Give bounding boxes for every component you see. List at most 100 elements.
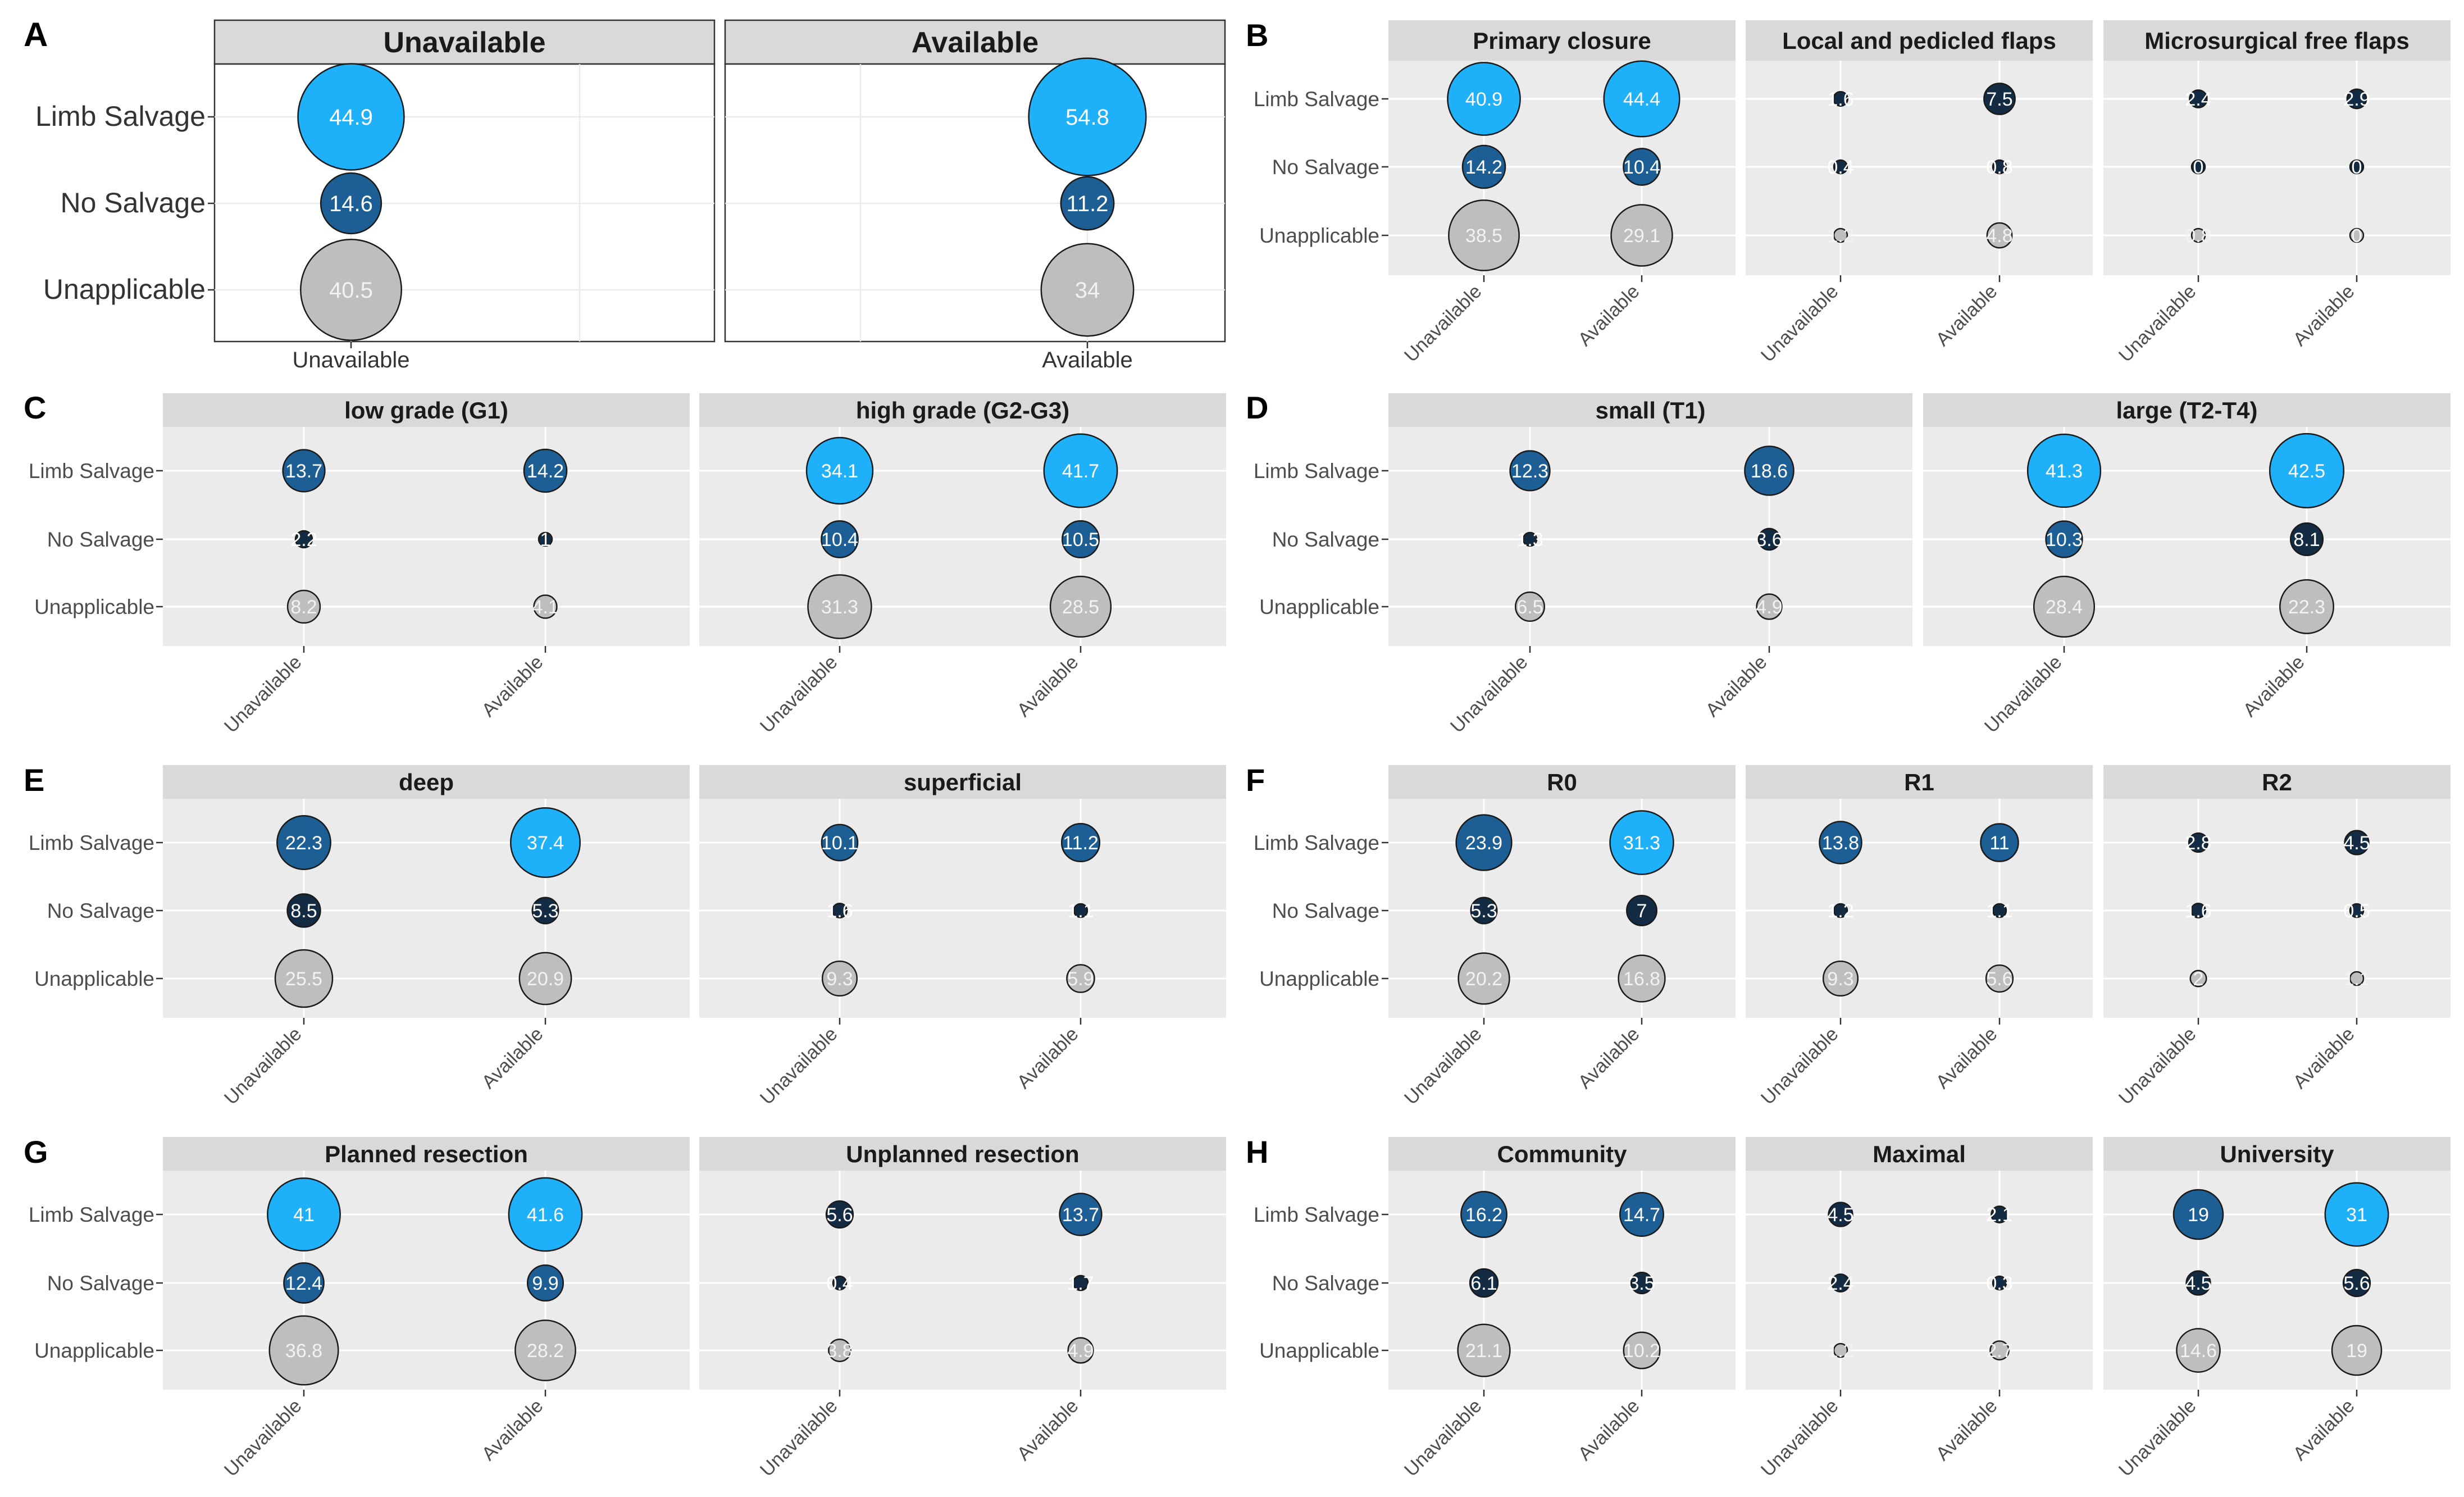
bubble-mark xyxy=(1522,531,1538,547)
y-tick-label: No Salvage xyxy=(1272,899,1379,922)
bubble: 21.1 xyxy=(1457,1323,1511,1377)
bubble: 5.6 xyxy=(2342,1268,2371,1298)
bubble-mark xyxy=(2190,159,2206,175)
bubble-label: 19 xyxy=(2346,1340,2367,1362)
bubble: 14.6 xyxy=(320,172,382,235)
bubble-mark xyxy=(282,449,326,493)
x-tick-label: Available xyxy=(1932,1023,2002,1093)
bubble-label: 28.4 xyxy=(2046,597,2083,618)
facet-title: large (T2-T4) xyxy=(2116,397,2257,424)
bubble-mark xyxy=(538,531,553,547)
y-tick-label: Limb Salvage xyxy=(1254,1203,1379,1226)
bubble-mark xyxy=(514,1319,576,1381)
bubble-mark xyxy=(1833,227,1848,243)
bubble: 31 xyxy=(2324,1182,2389,1247)
bubble-label: 34.1 xyxy=(821,461,858,482)
bubble-mark xyxy=(1028,57,1147,176)
bubble-mark xyxy=(1049,575,1112,638)
bubble-label: 4.8 xyxy=(1986,225,2012,247)
x-tick-label: Available xyxy=(2289,1023,2359,1093)
bubble-mark xyxy=(2045,520,2083,558)
bubble-label: 4.9 xyxy=(1067,1340,1094,1362)
bubble-label: 3.5 xyxy=(1628,1273,1655,1294)
y-tick-label: No Salvage xyxy=(47,528,154,551)
bubble: 1.6 xyxy=(826,900,853,922)
bubble: 8.2 xyxy=(286,589,321,624)
bubble-mark xyxy=(2190,227,2206,243)
bubble-label: 4.5 xyxy=(2343,832,2370,854)
bubble-label: 4.9 xyxy=(1756,597,1782,618)
bubble-mark xyxy=(1744,445,1795,496)
bubble-mark xyxy=(1610,204,1673,267)
bubble: 41.7 xyxy=(1043,433,1118,508)
bubble-label: 1.2 xyxy=(1827,225,1853,247)
bubble-mark xyxy=(1980,823,2019,862)
bubble-label: 18.6 xyxy=(1751,461,1788,482)
facet-strip xyxy=(1388,20,1736,61)
bubble-mark xyxy=(2026,433,2102,508)
bubble-label: 6.1 xyxy=(1470,1273,1497,1294)
bubble: 0.8 xyxy=(1986,157,2012,178)
bubble: 2.1 xyxy=(1986,1204,2012,1226)
bubble: 11.2 xyxy=(1060,822,1101,863)
bubble-label: 10.3 xyxy=(2046,529,2083,550)
bubble: 4.9 xyxy=(1756,593,1783,620)
bubble: 1.6 xyxy=(1827,89,1853,110)
bubble-mark xyxy=(286,589,321,624)
plot-h: H Community 16.2 14.7 6.1 3.5 21.1 10.2 Unavaila… xyxy=(1246,1134,2451,1481)
bubble-label: 40.5 xyxy=(329,278,373,303)
bubble-mark xyxy=(821,823,859,862)
bubble-label: 12.4 xyxy=(285,1273,322,1294)
bubble-label: 4.1 xyxy=(532,597,558,618)
bubble-label: 5.3 xyxy=(532,900,558,922)
x-tick-label: Unavailable xyxy=(1757,1395,1843,1481)
x-tick-label: Available xyxy=(1702,652,1771,721)
panel-background xyxy=(163,427,690,646)
bubble: 4.5 xyxy=(2343,830,2370,856)
bubble-label: 14.2 xyxy=(527,461,564,482)
bubble-label: 34 xyxy=(1075,278,1100,303)
bubble-label: 40.9 xyxy=(1465,89,1502,110)
y-tick-label: Unapplicable xyxy=(1259,595,1379,618)
bubble-mark xyxy=(1067,1337,1094,1364)
facet-title: deep xyxy=(399,769,454,795)
bubble: 0.3 xyxy=(1986,1273,2012,1294)
bubble-label: 1.3 xyxy=(1516,529,1543,550)
bubble-mark xyxy=(274,949,334,1008)
bubble: 34.1 xyxy=(805,436,874,505)
facet-strip xyxy=(2103,1137,2451,1171)
bubble-label: 1.2 xyxy=(1827,900,1853,922)
x-tick-label: Available xyxy=(1574,1023,1644,1093)
bubble: 3.6 xyxy=(1756,527,1783,551)
bubble-mark xyxy=(1985,964,2014,993)
plot-a: A Unavailable 44.9 14.6 40.5 Unavailable Avail… xyxy=(24,16,1226,372)
facet-strip xyxy=(1388,765,1736,799)
x-tick-label: Available xyxy=(478,1023,548,1093)
bubble-label: 5.6 xyxy=(1986,968,2012,990)
bubble: 0 xyxy=(2349,157,2365,178)
bubble-label: 28.5 xyxy=(1062,597,1099,618)
y-tick-label: Unapplicable xyxy=(43,274,206,305)
y-tick-label: No Salvage xyxy=(1272,528,1379,551)
bubble-mark xyxy=(1515,591,1546,622)
bubble-mark xyxy=(286,893,321,928)
bubble: 5.6 xyxy=(1985,964,2014,993)
facet-title: R0 xyxy=(1547,769,1577,795)
bubble-label: 6.5 xyxy=(1516,597,1543,618)
bubble-label: 23.9 xyxy=(1465,832,1502,854)
bubble-label: 41.7 xyxy=(1062,461,1099,482)
facet-e-1: deep 22.3 37.4 8.5 5.3 25.5 20.9 Unavailable Ava… xyxy=(163,765,690,1109)
facet-strip xyxy=(1746,765,2093,799)
bubble: 28.5 xyxy=(1049,575,1112,638)
panel-background xyxy=(699,799,1226,1018)
bubble-mark xyxy=(821,520,859,558)
bubble-mark xyxy=(2176,1328,2221,1373)
bubble-mark xyxy=(2324,1182,2389,1247)
panel-tag-h: H xyxy=(1246,1134,1268,1170)
bubble-label: 44.9 xyxy=(329,105,373,130)
bubble: 4.5 xyxy=(2185,1270,2212,1296)
bubble-mark xyxy=(1757,527,1781,551)
